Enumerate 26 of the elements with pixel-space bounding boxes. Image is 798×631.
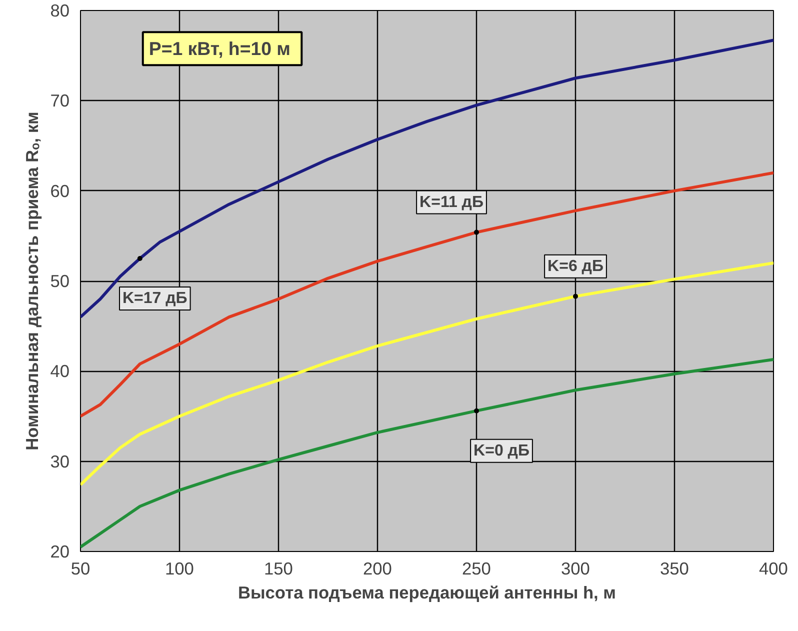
text: P=1 кВт, h=10 м — [148, 38, 290, 60]
line-series — [80, 38, 774, 319]
line-series — [80, 358, 774, 548]
x-tick-label: 300 — [561, 558, 590, 578]
x-tick-label: 250 — [462, 558, 491, 578]
y-tick-label: 60 — [50, 180, 70, 201]
series-label: K=6 дБ — [548, 258, 604, 275]
x-tick-label: 200 — [363, 558, 392, 578]
y-axis-title: Номинальная дальность приема Rₒ, км — [22, 112, 42, 450]
series-label: K=11 дБ — [420, 194, 484, 211]
x-tick-label: 350 — [660, 558, 689, 578]
y-tick-label: 70 — [50, 90, 70, 111]
y-tick-label: 80 — [50, 0, 70, 20]
x-tick-label: 100 — [165, 558, 194, 578]
y-tick-label: 40 — [50, 361, 70, 382]
x-tick-label: 50 — [70, 558, 90, 578]
y-tick-label: 50 — [50, 271, 70, 291]
series-label: K=17 дБ — [122, 290, 188, 307]
line-series — [80, 261, 774, 486]
y-tick-label: 20 — [50, 542, 70, 562]
x-tick-label: 150 — [264, 558, 293, 578]
series-label: K=0 дБ — [474, 442, 530, 460]
x-tick-label: 400 — [759, 558, 788, 578]
y-tick-label: 30 — [50, 451, 70, 472]
x-axis-title: Высота подъема передающей антенны h, м — [238, 582, 616, 602]
line-series — [80, 171, 774, 418]
